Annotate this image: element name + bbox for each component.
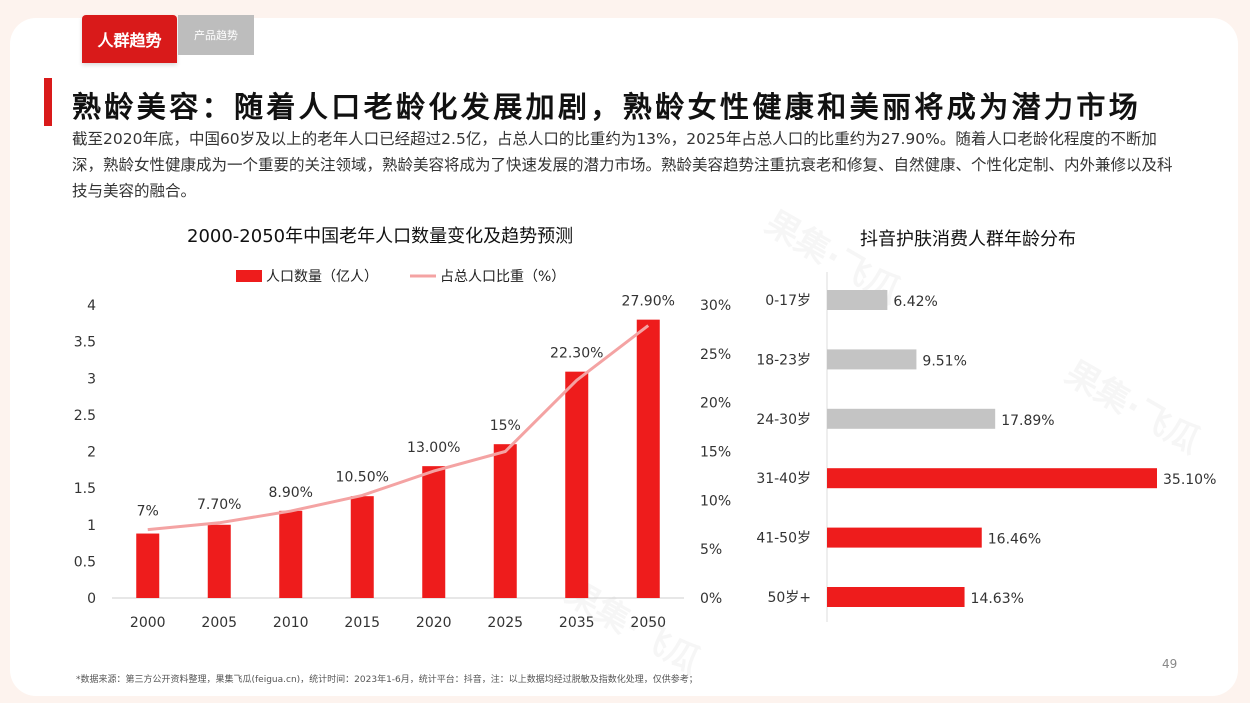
bar-age-share [827,587,965,607]
page-number: 49 [1162,657,1178,671]
y-right-tick-label: 15% [700,445,731,461]
data-label-ratio: 7.70% [197,497,241,513]
y-tick-label: 24-30岁 [756,412,811,428]
bar-age-share [827,349,917,370]
y-left-tick-label: 1 [87,518,96,534]
data-label-ratio: 7% [137,504,159,520]
y-tick-label: 31-40岁 [756,471,811,487]
bar-population [136,533,160,598]
title-accent-bar [44,78,52,126]
data-label-age-share: 9.51% [922,353,966,369]
chart-title-population: 2000-2050年中国老年人口数量变化及趋势预测 [187,226,574,247]
data-label-ratio: 10.50% [336,469,389,485]
x-tick-label: 2010 [273,615,309,631]
data-label-ratio: 15% [490,418,521,434]
x-tick-label: 2015 [344,615,380,631]
y-left-tick-label: 3.5 [74,335,96,351]
x-tick-label: 2005 [201,615,237,631]
data-label-ratio: 27.90% [622,294,675,310]
y-left-tick-label: 3 [87,371,96,387]
x-tick-label: 2050 [630,615,666,631]
data-label-age-share: 17.89% [1001,413,1054,429]
data-label-ratio: 8.90% [269,485,313,501]
bar-population [422,466,446,598]
legend-label-line: 占总人口比重（%） [440,269,565,285]
data-label-age-share: 14.63% [971,591,1024,607]
chart-title-age-distribution: 抖音护肤消费人群年龄分布 [860,229,1076,250]
bar-population [493,444,517,598]
y-left-tick-label: 0.5 [74,554,96,570]
legend-label-bar: 人口数量（亿人） [266,269,378,285]
data-label-age-share: 6.42% [893,294,937,310]
legend-swatch-bar [236,270,262,282]
y-right-tick-label: 10% [700,493,731,509]
data-label-ratio: 13.00% [407,440,460,456]
footnote: *数据来源：第三方公开资料整理，果集飞瓜(feigua.cn)，统计时间：202… [76,675,698,685]
page-description: 截至2020年底，中国60岁及以上的老年人口已经超过2.5亿，占总人口的比重约为… [72,130,1173,200]
bar-population [207,524,231,598]
bar-age-share [827,527,982,548]
y-right-tick-label: 0% [700,591,722,607]
page-title: 熟龄美容：随着人口老龄化发展加剧，熟龄女性健康和美丽将成为潜力市场 [72,90,1142,124]
x-tick-label: 2025 [487,615,523,631]
y-left-tick-label: 2.5 [74,408,96,424]
y-left-tick-label: 4 [87,298,96,314]
x-tick-label: 2000 [130,615,166,631]
y-tick-label: 50岁+ [767,590,811,606]
x-tick-label: 2035 [559,615,595,631]
bar-population [636,319,660,598]
bar-age-share [827,408,996,429]
y-left-tick-label: 1.5 [74,481,96,497]
data-label-ratio: 22.30% [550,346,603,362]
bar-age-share [827,290,888,310]
series-line-ratio [147,324,650,532]
y-right-tick-label: 25% [700,347,731,363]
bar-population [565,371,589,598]
tab-crowd-trend[interactable]: 人群趋势 [82,15,177,63]
y-right-tick-label: 30% [700,298,731,314]
data-label-age-share: 16.46% [988,532,1041,548]
x-tick-label: 2020 [416,615,452,631]
y-left-tick-label: 2 [87,445,96,461]
y-tick-label: 0-17岁 [765,293,811,309]
y-left-tick-label: 0 [87,591,96,607]
data-label-age-share: 35.10% [1163,472,1216,488]
y-right-tick-label: 5% [700,542,722,558]
y-right-tick-label: 20% [700,396,731,412]
tab-product-trend[interactable]: 产品趋势 [178,15,254,55]
y-tick-label: 18-23岁 [756,352,811,368]
bar-age-share [827,468,1157,489]
bar-population [279,510,303,598]
bar-population [350,496,374,598]
y-tick-label: 41-50岁 [756,531,811,547]
